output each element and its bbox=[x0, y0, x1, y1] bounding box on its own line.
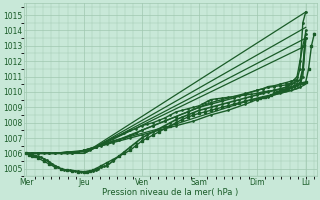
X-axis label: Pression niveau de la mer( hPa ): Pression niveau de la mer( hPa ) bbox=[102, 188, 238, 197]
